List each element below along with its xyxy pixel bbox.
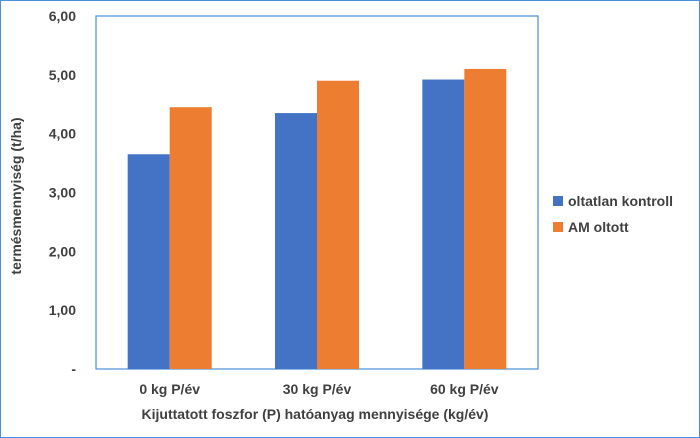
bar-am-oltott: [169, 107, 212, 370]
x-axis-ticks: 0 kg P/év 30 kg P/év 60 kg P/év: [139, 381, 498, 397]
y-tick-label: 5,00: [49, 67, 76, 83]
legend-label: oltatlan kontroll: [568, 193, 673, 209]
bar-oltatlan-kontroll: [275, 113, 317, 369]
y-axis-title: termésmennyiség (t/ha): [8, 117, 24, 274]
legend: oltatlan kontroll AM oltott: [553, 193, 673, 235]
legend-swatch: [553, 222, 563, 232]
y-tick-label: 1,00: [49, 302, 76, 318]
y-tick-label: 6,00: [49, 8, 76, 24]
x-tick-label: 60 kg P/év: [430, 381, 499, 397]
x-tick-label: 0 kg P/év: [139, 381, 200, 397]
bar-am-oltott: [464, 68, 507, 369]
bar-oltatlan-kontroll: [127, 154, 170, 369]
bar-oltatlan-kontroll: [422, 79, 465, 369]
legend-swatch: [553, 196, 563, 206]
y-tick-label: 2,00: [49, 243, 76, 259]
y-tick-label: 4,00: [49, 126, 76, 142]
x-tick-label: 30 kg P/év: [283, 381, 352, 397]
y-tick-label: 3,00: [49, 185, 76, 201]
legend-label: AM oltott: [568, 219, 629, 235]
x-axis-title: Kijuttatott foszfor (P) hatóanyag mennyi…: [142, 406, 489, 422]
bars: [127, 68, 507, 370]
y-axis-ticks: - 1,00 2,00 3,00 4,00 5,00 6,00: [49, 8, 77, 377]
y-tick-label: -: [71, 361, 76, 377]
bar-am-oltott: [317, 80, 359, 369]
